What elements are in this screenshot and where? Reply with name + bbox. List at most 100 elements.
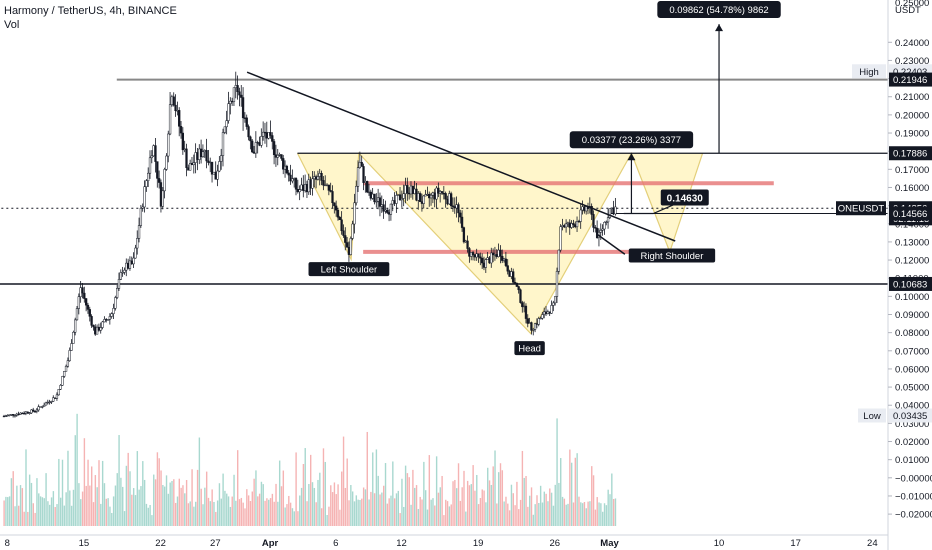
volume-bar	[510, 484, 513, 526]
candle-body	[165, 155, 168, 170]
volume-bar	[320, 508, 323, 526]
volume-bar	[174, 502, 177, 526]
candle-body	[302, 184, 305, 191]
candle-body	[526, 318, 529, 324]
candle-body	[581, 206, 584, 211]
volume-bar	[477, 504, 480, 526]
candle-body	[342, 230, 345, 236]
volume-bar	[257, 496, 259, 526]
candle-body	[15, 413, 18, 416]
candle-body	[189, 163, 192, 171]
volume-bar	[580, 502, 582, 526]
candle-body	[605, 221, 608, 223]
candle-body	[247, 126, 250, 138]
volume-bar	[107, 498, 109, 526]
volume-bar	[103, 483, 106, 526]
candle-body	[557, 249, 560, 272]
candle-body	[444, 193, 447, 200]
candle-body	[79, 287, 82, 297]
candle-body	[232, 87, 236, 102]
candle-body	[33, 410, 37, 413]
level-label: Low	[863, 411, 881, 422]
candle-body	[453, 206, 456, 209]
volume-bar	[476, 474, 478, 526]
volume-bar	[602, 511, 604, 526]
volume-bar	[282, 470, 285, 526]
volume-bar	[501, 470, 504, 526]
volume-bar	[388, 498, 390, 526]
candle-body	[278, 154, 281, 156]
volume-bar	[233, 474, 235, 526]
volume-bar	[523, 477, 525, 526]
volume-bar	[187, 503, 190, 526]
volume-bar	[592, 475, 595, 526]
candle-body	[318, 173, 321, 177]
volume-bar	[154, 479, 157, 526]
volume-bar	[355, 495, 358, 526]
price-tick: −0.00000	[895, 473, 932, 484]
volume-bar	[342, 436, 345, 526]
volume-bar	[406, 473, 409, 526]
candle-body	[13, 415, 17, 417]
volume-bar	[375, 449, 378, 526]
candle-body	[74, 319, 77, 333]
candle-body	[435, 187, 438, 200]
volume-bar	[534, 504, 536, 526]
volume-bar	[109, 506, 111, 526]
candle-body	[355, 186, 358, 204]
volume-bar	[525, 476, 527, 526]
candle-body	[543, 311, 546, 315]
volume-bar	[306, 501, 308, 526]
volume-bar	[268, 499, 270, 526]
candle-body	[393, 200, 396, 204]
time-tick: 10	[714, 538, 725, 549]
price-tick: 0.02000	[895, 437, 929, 448]
volume-bar	[361, 498, 363, 526]
volume-bar	[36, 478, 38, 526]
candle-body	[491, 252, 495, 256]
candle-body	[395, 195, 398, 204]
candle-body	[119, 272, 122, 280]
volume-bar	[596, 497, 598, 526]
volume-bar	[558, 482, 560, 526]
level-badge-bg	[889, 408, 932, 423]
volume-bar	[246, 489, 248, 526]
candle-body	[103, 319, 106, 323]
candle-body	[300, 184, 303, 190]
candle-body	[440, 191, 444, 194]
candle-body	[283, 165, 287, 170]
candle-body	[490, 252, 493, 264]
candle-body	[61, 376, 64, 386]
volume-bar	[574, 457, 577, 526]
volume-bar	[448, 506, 451, 526]
candle-body	[134, 247, 137, 259]
volume-bar	[23, 511, 25, 526]
candle-body	[143, 186, 146, 208]
price-tick: 0.04000	[895, 401, 929, 412]
candle-body	[513, 282, 517, 284]
volume-bar	[237, 450, 239, 526]
volume-bar	[414, 487, 416, 526]
volume-bar	[487, 467, 489, 526]
volume-bar	[404, 465, 407, 526]
volume-bar	[554, 484, 556, 526]
candle-body	[66, 360, 70, 367]
candle-body	[70, 343, 73, 351]
volume-bar	[479, 498, 482, 526]
candle-body	[358, 162, 362, 168]
candle-body	[369, 191, 372, 199]
candle-body	[344, 235, 347, 243]
volume-bar	[47, 501, 49, 526]
volume-bar	[538, 502, 540, 526]
pattern-label-bg	[628, 248, 716, 263]
candle-body	[484, 259, 487, 268]
volume-bar	[38, 493, 40, 526]
candle-body	[583, 206, 586, 212]
candle-body	[225, 120, 228, 128]
price-tick: 0.12000	[895, 256, 929, 267]
volume-bar	[508, 510, 511, 526]
candle-body	[110, 313, 113, 317]
volume-indicator-label[interactable]: Vol	[4, 19, 20, 31]
candle-body	[230, 100, 234, 103]
